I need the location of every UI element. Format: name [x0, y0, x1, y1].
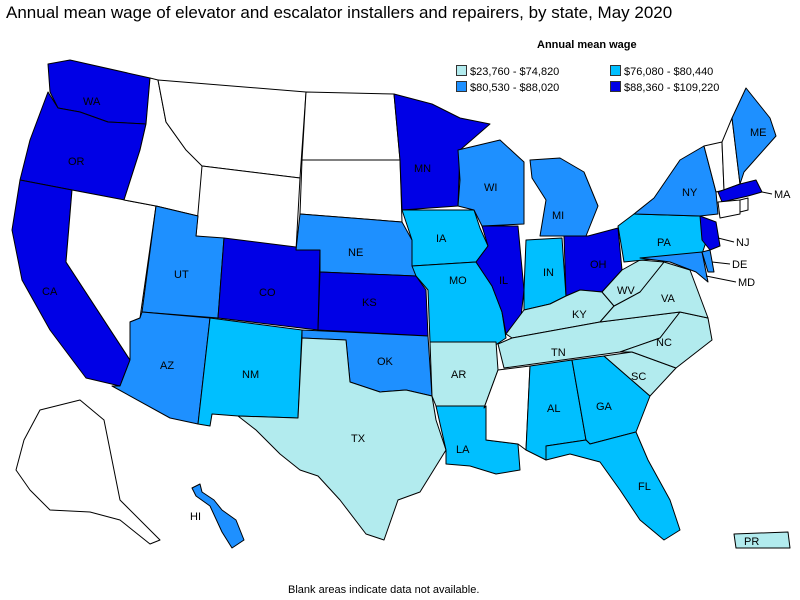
legend-item-bin-3: $88,360 - $109,220 [610, 81, 719, 94]
label-FL: FL [638, 481, 651, 493]
state-HI[interactable] [191, 483, 245, 549]
label-MO: MO [449, 275, 467, 287]
label-IL: IL [499, 275, 508, 287]
legend-swatch-bin-1 [610, 65, 621, 76]
state-FL[interactable] [545, 431, 681, 541]
state-NY[interactable] [633, 145, 719, 217]
label-PR: PR [744, 536, 759, 548]
state-RI[interactable] [739, 197, 749, 213]
leader-MA [761, 191, 773, 195]
label-KS: KS [362, 297, 377, 309]
label-LA: LA [456, 444, 470, 456]
label-DE: DE [732, 259, 747, 271]
label-KY: KY [572, 309, 587, 321]
label-NE: NE [348, 247, 363, 259]
legend-swatch-bin-3 [610, 81, 621, 92]
state-WV[interactable] [601, 259, 665, 307]
label-SC: SC [631, 371, 646, 383]
state-IL[interactable] [475, 225, 525, 335]
label-AR: AR [451, 369, 466, 381]
label-OK: OK [377, 356, 394, 368]
label-HI: HI [190, 511, 201, 523]
label-MN: MN [414, 163, 431, 175]
label-OH: OH [590, 259, 607, 271]
label-TN: TN [551, 347, 566, 359]
label-NM: NM [242, 369, 259, 381]
state-NJ[interactable] [699, 215, 721, 251]
state-SD[interactable] [299, 159, 403, 223]
state-ND[interactable] [301, 91, 401, 161]
footnote: Blank areas indicate data not available. [288, 584, 480, 596]
legend-label-bin-3: $88,360 - $109,220 [624, 82, 720, 94]
state-labels: WA OR CA UT CO AZ NM NE KS OK TX MN IA M… [42, 96, 791, 548]
label-WI: WI [484, 182, 497, 194]
state-DE[interactable] [701, 249, 715, 273]
leader-NJ [717, 237, 735, 243]
legend-label-bin-2: $80,530 - $88,020 [470, 82, 560, 94]
state-PR[interactable] [733, 531, 791, 549]
legend-item-bin-0: $23,760 - $74,820 [456, 65, 559, 78]
label-CA: CA [42, 286, 58, 298]
legend-item-bin-2: $80,530 - $88,020 [456, 81, 559, 94]
label-ME: ME [750, 127, 767, 139]
label-OR: OR [68, 156, 85, 168]
leader-MD [705, 275, 737, 283]
legend-swatch-bin-2 [456, 81, 467, 92]
state-MD[interactable] [639, 251, 709, 283]
label-MI: MI [552, 210, 564, 222]
legend-label-bin-0: $23,760 - $74,820 [470, 66, 560, 78]
label-GA: GA [596, 401, 613, 413]
label-MA: MA [774, 189, 791, 201]
label-IA: IA [436, 233, 447, 245]
label-WV: WV [617, 285, 635, 297]
label-NC: NC [656, 337, 672, 349]
label-UT: UT [174, 269, 189, 281]
label-VA: VA [661, 293, 676, 305]
label-CO: CO [259, 287, 276, 299]
label-NY: NY [682, 187, 698, 199]
label-AL: AL [547, 403, 560, 415]
state-AK[interactable] [15, 399, 161, 545]
legend-title: Annual mean wage [537, 39, 637, 51]
label-IN: IN [543, 267, 554, 279]
label-AZ: AZ [160, 360, 174, 372]
label-TX: TX [351, 433, 366, 445]
legend-item-bin-1: $76,080 - $80,440 [610, 65, 713, 78]
map-title: Annual mean wage of elevator and escalat… [6, 3, 673, 22]
label-PA: PA [657, 237, 672, 249]
label-MD: MD [738, 277, 755, 289]
legend-swatch-bin-0 [456, 65, 467, 76]
state-NC[interactable] [619, 311, 713, 369]
leader-DE [711, 261, 731, 265]
state-KS[interactable] [317, 271, 429, 337]
label-NJ: NJ [736, 237, 749, 249]
label-WA: WA [83, 96, 101, 108]
leader-lines [705, 191, 773, 283]
state-MI[interactable] [529, 157, 599, 237]
state-CT[interactable] [717, 199, 741, 219]
state-CO[interactable] [217, 237, 321, 331]
legend-label-bin-1: $76,080 - $80,440 [624, 66, 714, 78]
state-TX[interactable] [237, 337, 447, 541]
